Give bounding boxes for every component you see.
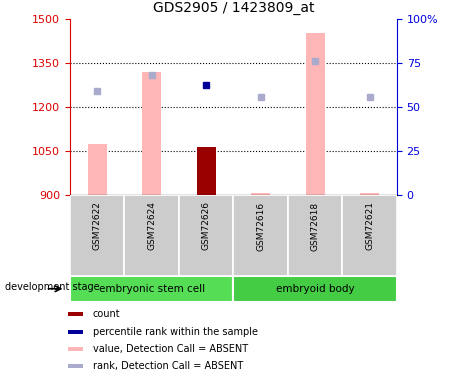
Bar xyxy=(288,195,342,276)
Bar xyxy=(87,144,107,195)
Text: GSM72621: GSM72621 xyxy=(365,201,374,250)
Bar xyxy=(234,276,397,302)
Bar xyxy=(360,193,379,195)
Bar xyxy=(142,72,161,195)
Bar xyxy=(342,195,397,276)
Bar xyxy=(124,195,179,276)
Bar xyxy=(234,195,288,276)
Text: value, Detection Call = ABSENT: value, Detection Call = ABSENT xyxy=(93,344,248,354)
Bar xyxy=(197,147,216,195)
Bar xyxy=(68,312,83,316)
Bar xyxy=(306,33,325,195)
Bar xyxy=(70,195,124,276)
Bar xyxy=(251,193,270,195)
Text: GSM72618: GSM72618 xyxy=(311,201,320,250)
Text: GSM72622: GSM72622 xyxy=(92,201,101,250)
Text: GSM72624: GSM72624 xyxy=(147,201,156,250)
Bar xyxy=(179,195,234,276)
Text: GSM72626: GSM72626 xyxy=(202,201,211,250)
Text: percentile rank within the sample: percentile rank within the sample xyxy=(93,327,258,337)
Text: embryonic stem cell: embryonic stem cell xyxy=(99,284,205,294)
Text: GSM72616: GSM72616 xyxy=(256,201,265,250)
Title: GDS2905 / 1423809_at: GDS2905 / 1423809_at xyxy=(152,1,314,15)
Bar xyxy=(68,347,83,351)
Bar xyxy=(68,330,83,333)
Text: embryoid body: embryoid body xyxy=(276,284,354,294)
Bar xyxy=(70,276,234,302)
Bar xyxy=(68,364,83,368)
Text: count: count xyxy=(93,309,120,319)
Text: development stage: development stage xyxy=(5,282,99,292)
Text: rank, Detection Call = ABSENT: rank, Detection Call = ABSENT xyxy=(93,362,243,371)
Bar xyxy=(197,147,216,195)
